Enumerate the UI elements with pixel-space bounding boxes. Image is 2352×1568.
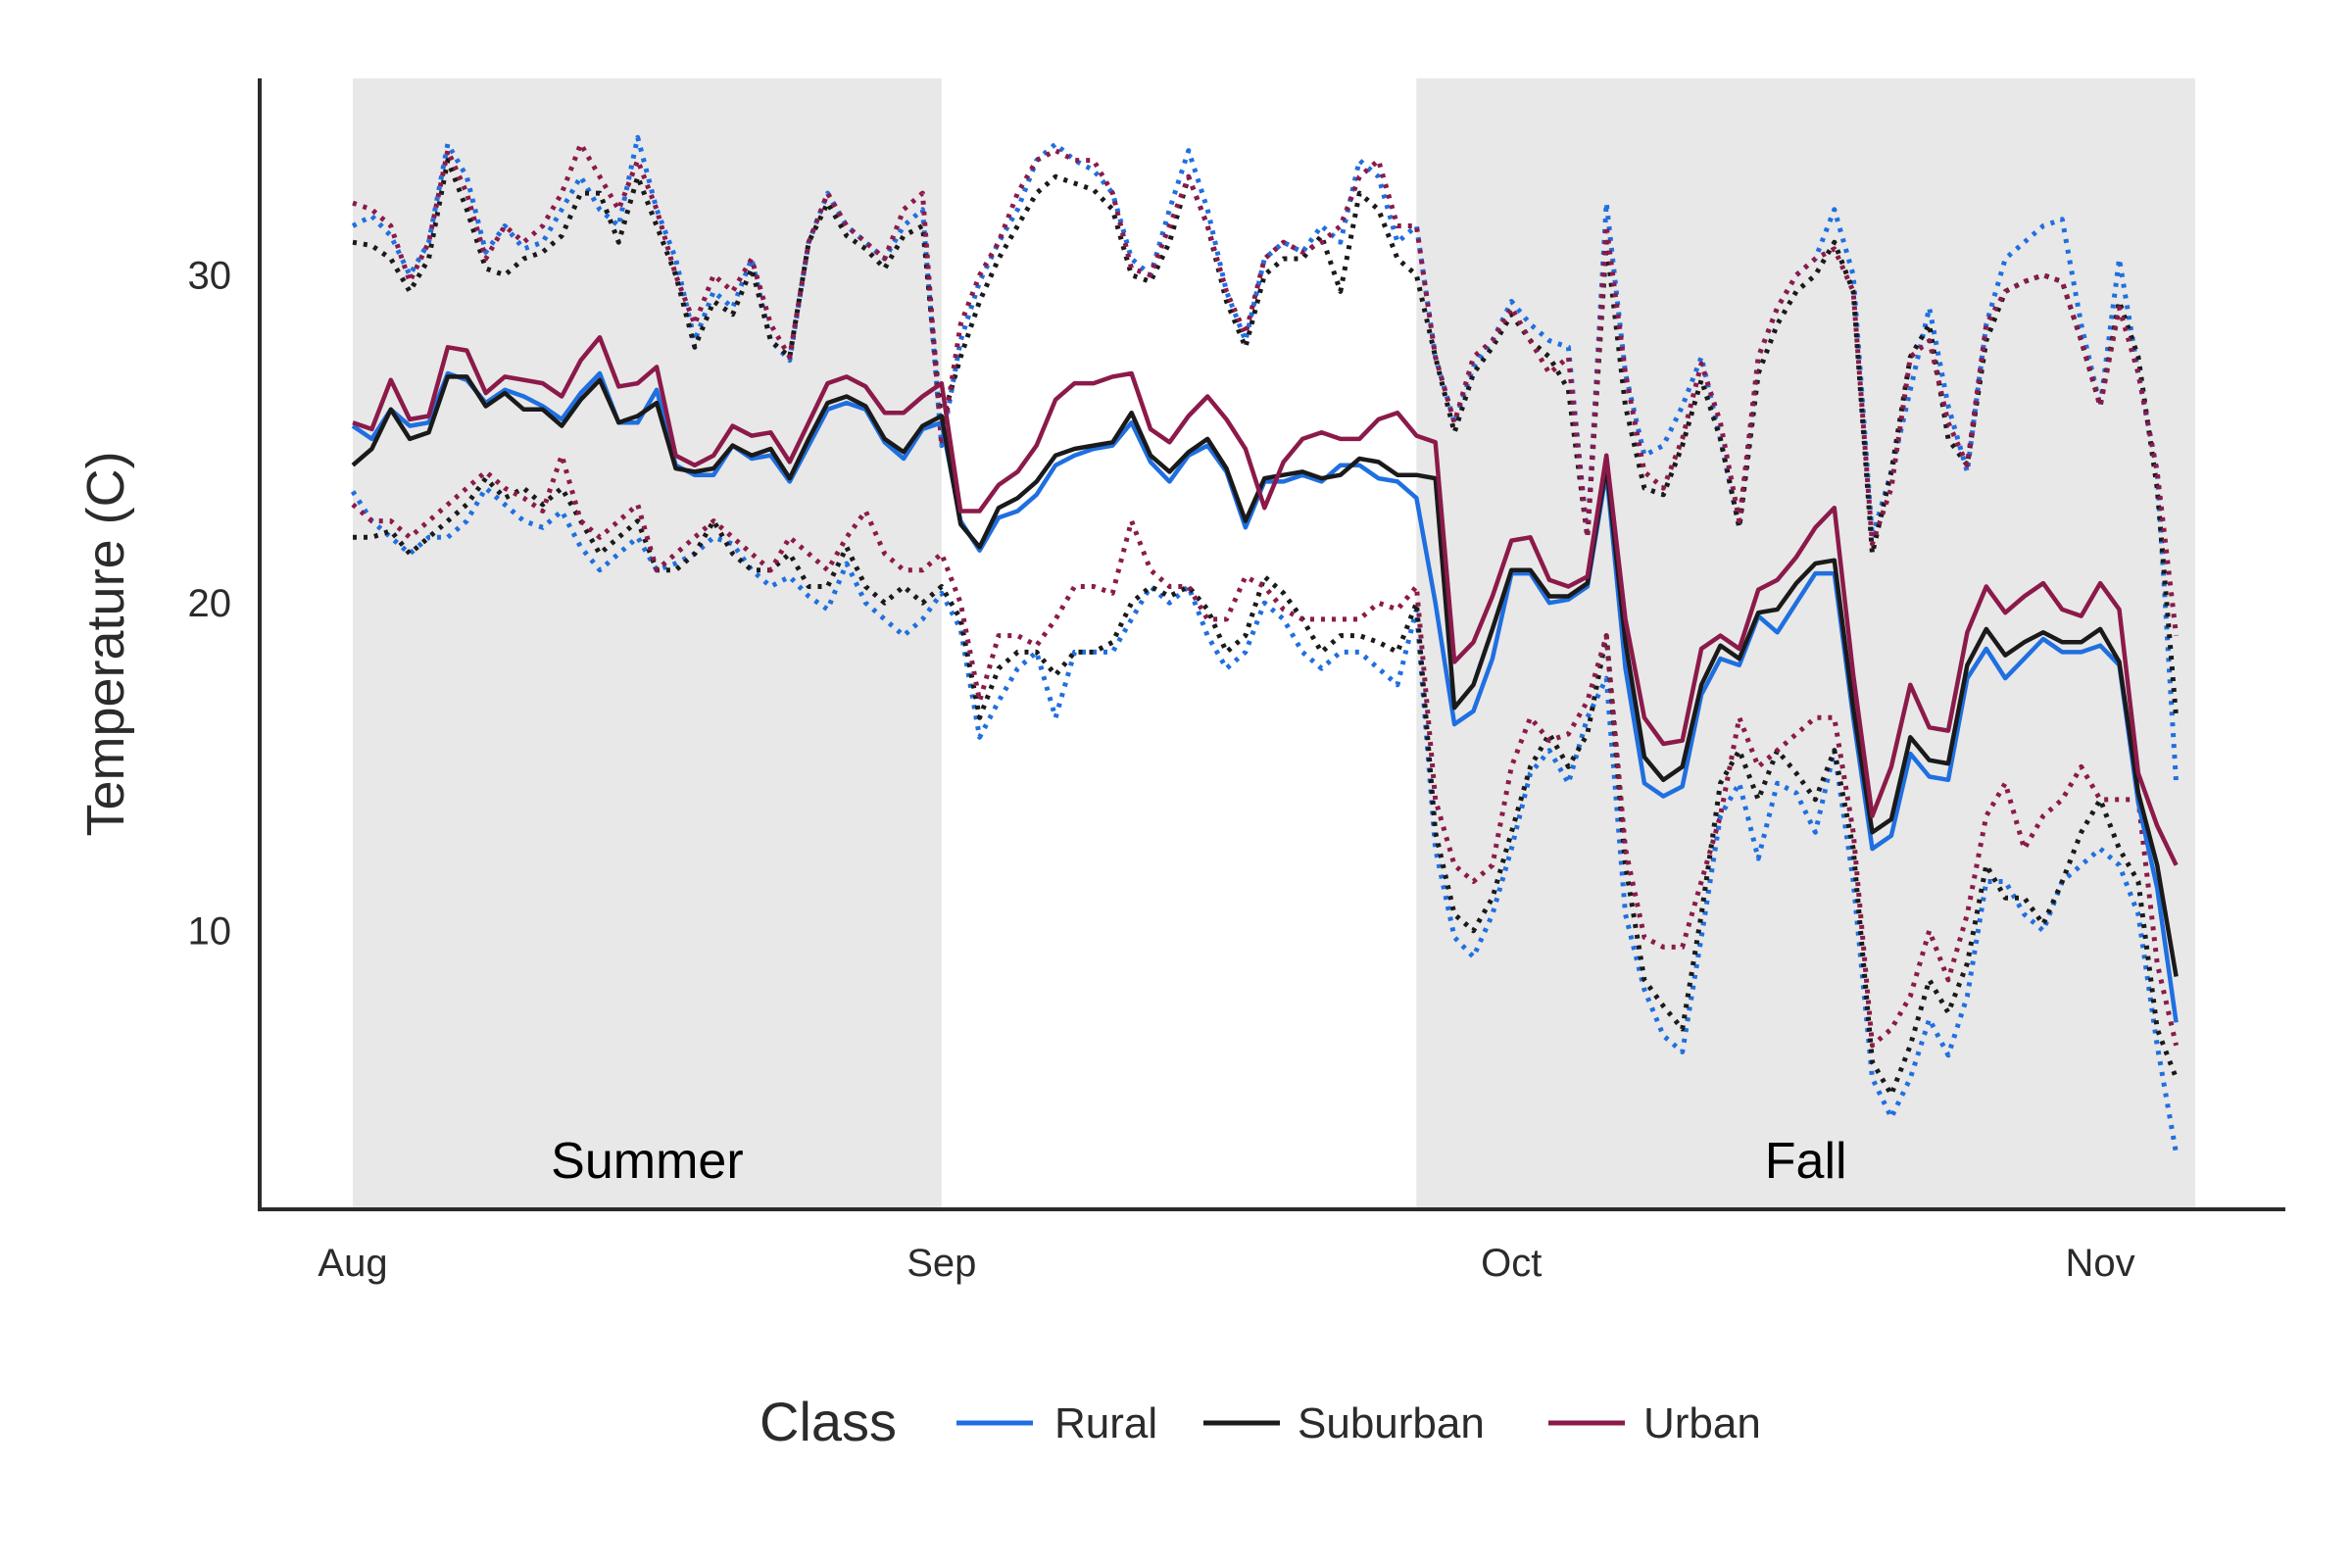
legend-label-rural: Rural [1054,1399,1157,1447]
legend-item-suburban: Suburban [1203,1399,1485,1447]
y-tick-label: 20 [188,582,232,625]
series-rural-min-line [350,485,2180,1154]
season-label-fall: Fall [1765,1133,1847,1190]
legend-title: Class [760,1391,897,1452]
legend-item-urban: Urban [1548,1399,1761,1447]
series-suburban-mean-line [351,374,2179,977]
season-band-summer [353,78,942,1209]
legend-label-urban: Urban [1643,1399,1761,1447]
x-tick-label-nov: Nov [2066,1242,2135,1285]
x-tick-label-oct: Oct [1481,1242,1542,1285]
y-ticks: 10 20 30 [188,255,232,954]
x-tick-label-aug: Aug [318,1242,387,1285]
season-label-summer: Summer [551,1133,743,1190]
series-urban-mean-line [352,334,2179,866]
series-lines [350,134,2180,1154]
legend: Class Rural Suburban Urban [760,1391,1761,1452]
y-tick-label: 10 [188,910,232,954]
y-tick-label: 30 [188,255,232,298]
x-ticks: Aug Sep Oct Nov [318,1242,2134,1285]
legend-item-rural: Rural [956,1399,1157,1447]
y-axis-title: Temperature (C) [76,451,135,836]
series-urban-max-line [352,141,2180,636]
axes [258,78,2285,1211]
series-urban-min-line [351,453,2180,1049]
legend-label-suburban: Suburban [1298,1399,1485,1447]
x-tick-label-sep: Sep [906,1242,976,1285]
